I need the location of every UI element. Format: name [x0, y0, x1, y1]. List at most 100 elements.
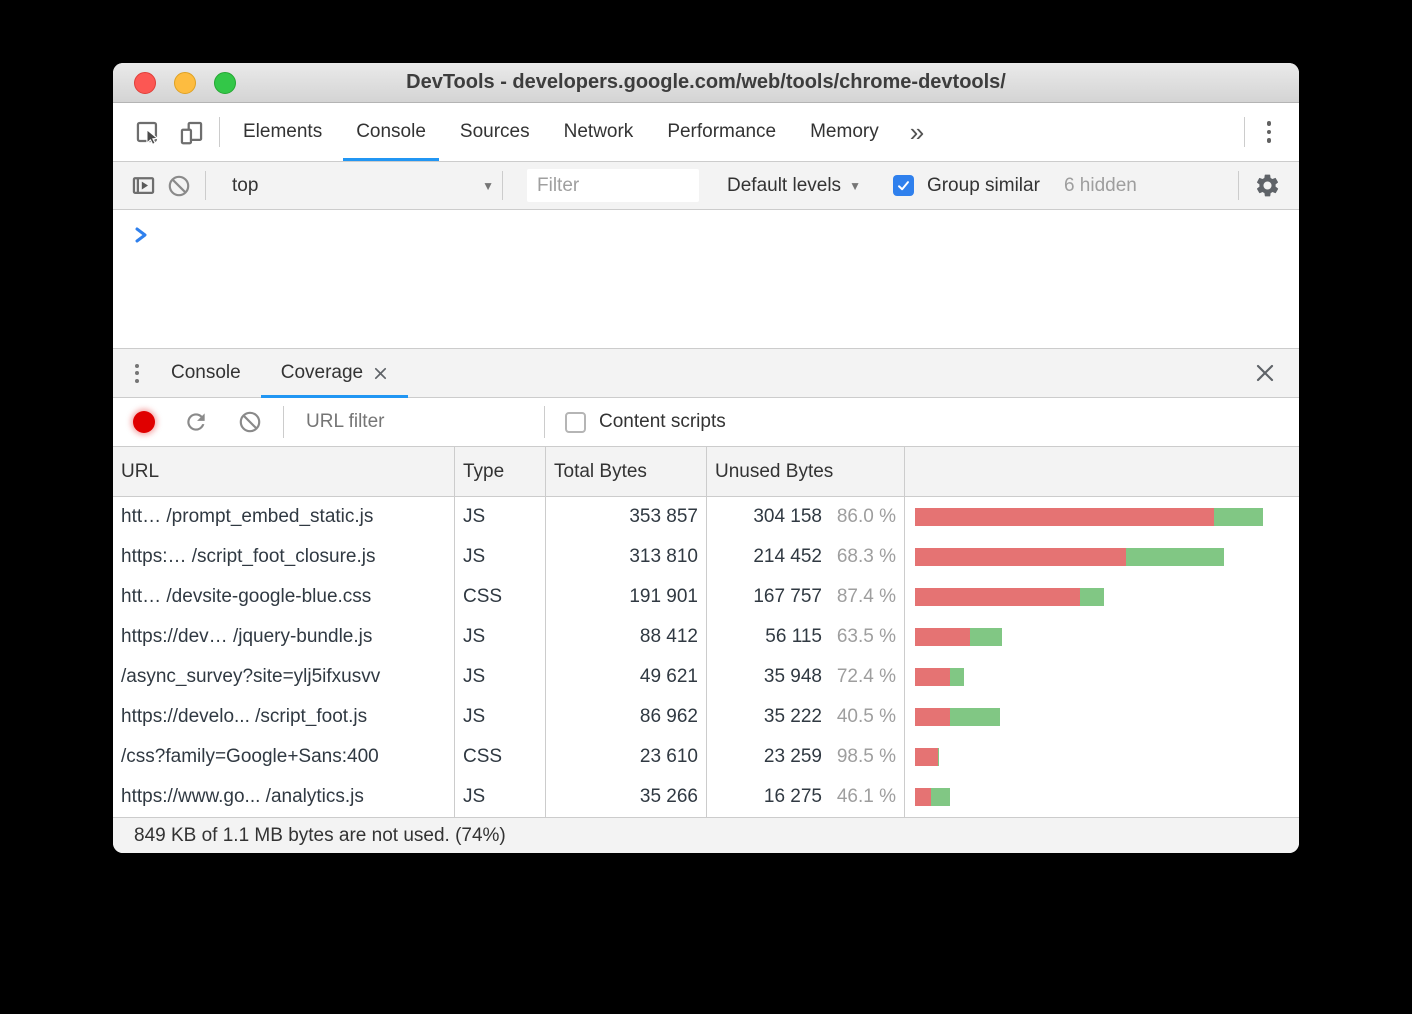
column-header-type[interactable]: Type	[455, 447, 546, 496]
console-settings-button[interactable]	[1247, 172, 1287, 199]
device-toolbar-icon	[178, 119, 205, 146]
tab-memory[interactable]: Memory	[810, 121, 879, 142]
drawer-tabbar: Console Coverage	[113, 348, 1299, 398]
column-header-usage-bar[interactable]	[905, 447, 1299, 496]
javascript-context-selector[interactable]: top ▼	[232, 175, 494, 197]
used-bar-segment	[937, 748, 940, 766]
group-similar-label: Group similar	[926, 174, 1040, 196]
more-tabs-button[interactable]: »	[896, 103, 938, 161]
usage-bar	[915, 588, 1104, 606]
coverage-toolbar: Content scripts	[113, 398, 1299, 447]
close-window-button[interactable]	[134, 71, 156, 94]
reload-coverage-button[interactable]	[183, 409, 209, 435]
main-menu-button[interactable]	[1251, 103, 1287, 161]
log-levels-dropdown[interactable]: Default levels ▼	[727, 175, 861, 197]
column-header-unused-bytes[interactable]: Unused Bytes	[707, 447, 905, 496]
group-similar-checkbox[interactable]	[892, 175, 914, 196]
unused-percent: 46.1 %	[836, 786, 896, 807]
unused-bytes-cell: 56 115 63.5 %	[707, 617, 905, 657]
type-cell: JS	[455, 497, 546, 537]
url-filter-input[interactable]	[294, 405, 534, 439]
usage-bar	[915, 548, 1224, 566]
close-drawer-button[interactable]	[1243, 349, 1287, 397]
used-bar-segment	[950, 668, 964, 686]
titlebar[interactable]: DevTools - developers.google.com/web/too…	[113, 63, 1299, 103]
stop-recording-button[interactable]	[133, 411, 155, 433]
used-bar-segment	[970, 628, 1002, 646]
tab-sources[interactable]: Sources	[459, 121, 530, 142]
device-toolbar-button[interactable]	[169, 103, 213, 161]
coverage-table-header: URL Type Total Bytes Unused Bytes	[113, 447, 1299, 497]
gear-icon	[1254, 172, 1281, 199]
table-row[interactable]: https://www.go... /analytics.js JS 35 26…	[113, 777, 1299, 817]
type-cell: JS	[455, 697, 546, 737]
unused-percent: 86.0 %	[836, 506, 896, 527]
table-row[interactable]: https://develo... /script_foot.js JS 86 …	[113, 697, 1299, 737]
url-cell: https://develo... /script_foot.js	[113, 697, 455, 737]
table-row[interactable]: https:… /script_foot_closure.js JS 313 8…	[113, 537, 1299, 577]
table-row[interactable]: htt… /prompt_embed_static.js JS 353 857 …	[113, 497, 1299, 537]
zoom-window-button[interactable]	[214, 71, 236, 94]
content-scripts-checkbox[interactable]	[565, 411, 586, 433]
console-prompt-area[interactable]	[113, 210, 1299, 348]
type-cell: CSS	[455, 737, 546, 777]
log-levels-label: Default levels	[727, 174, 842, 196]
column-header-total-bytes[interactable]: Total Bytes	[546, 447, 707, 496]
drawer-tab-coverage[interactable]: Coverage	[260, 349, 409, 398]
tab-performance[interactable]: Performance	[667, 121, 777, 142]
url-cell: htt… /prompt_embed_static.js	[113, 497, 455, 537]
minimize-window-button[interactable]	[174, 71, 196, 94]
table-row[interactable]: /css?family=Google+Sans:400 CSS 23 610 2…	[113, 737, 1299, 777]
tab-network[interactable]: Network	[563, 121, 634, 142]
toolbar-divider	[1238, 171, 1239, 200]
unused-percent: 72.4 %	[836, 666, 896, 687]
unused-bytes-cell: 214 452 68.3 %	[707, 537, 905, 577]
toolbar-divider	[205, 171, 206, 200]
usage-bar-cell	[905, 537, 1299, 577]
table-row[interactable]: https://dev… /jquery-bundle.js JS 88 412…	[113, 617, 1299, 657]
unused-percent: 98.5 %	[836, 746, 896, 767]
toolbar-divider	[283, 406, 284, 438]
block-icon	[237, 409, 263, 435]
console-filter-input[interactable]	[527, 169, 699, 202]
used-bar-segment	[1080, 588, 1104, 606]
window-title: DevTools - developers.google.com/web/too…	[406, 71, 1006, 93]
url-cell: https://dev… /jquery-bundle.js	[113, 617, 455, 657]
url-cell: /css?family=Google+Sans:400	[113, 737, 455, 777]
table-row[interactable]: htt… /devsite-google-blue.css CSS 191 90…	[113, 577, 1299, 617]
unused-percent: 68.3 %	[836, 546, 896, 567]
show-console-sidebar-button[interactable]	[125, 172, 161, 199]
type-cell: JS	[455, 617, 546, 657]
total-bytes-cell: 49 621	[546, 657, 707, 697]
usage-bar	[915, 708, 1001, 726]
inspect-element-button[interactable]	[125, 103, 169, 161]
clear-coverage-button[interactable]	[237, 409, 263, 435]
checkmark-icon	[897, 181, 909, 191]
coverage-summary-text: 849 KB of 1.1 MB bytes are not used. (74…	[134, 824, 506, 846]
usage-bar	[915, 508, 1263, 526]
unused-bar-segment	[915, 548, 1126, 566]
usage-bar-cell	[905, 657, 1299, 697]
used-bar-segment	[1214, 508, 1263, 526]
tab-console[interactable]: Console	[339, 103, 443, 161]
close-tab-icon[interactable]	[373, 366, 388, 381]
tab-elements[interactable]: Elements	[243, 121, 323, 142]
unused-bar-segment	[915, 628, 971, 646]
content-scripts-control[interactable]: Content scripts	[565, 411, 726, 433]
devtools-window: DevTools - developers.google.com/web/too…	[113, 63, 1299, 853]
unused-bytes-cell: 16 275 46.1 %	[707, 777, 905, 817]
drawer-menu-button[interactable]	[123, 349, 151, 397]
chevron-down-icon: ▼	[482, 178, 494, 193]
group-similar-control[interactable]: Group similar	[892, 174, 1040, 197]
used-bar-segment	[931, 788, 950, 806]
total-bytes-cell: 88 412	[546, 617, 707, 657]
table-row[interactable]: /async_survey?site=ylj5ifxusvv JS 49 621…	[113, 657, 1299, 697]
total-bytes-cell: 353 857	[546, 497, 707, 537]
total-bytes-cell: 86 962	[546, 697, 707, 737]
total-bytes-cell: 35 266	[546, 777, 707, 817]
column-header-url[interactable]: URL	[113, 447, 455, 496]
unused-percent: 40.5 %	[836, 706, 896, 727]
drawer-tab-console[interactable]: Console	[171, 362, 241, 383]
usage-bar-cell	[905, 497, 1299, 537]
clear-console-button[interactable]	[161, 173, 197, 199]
